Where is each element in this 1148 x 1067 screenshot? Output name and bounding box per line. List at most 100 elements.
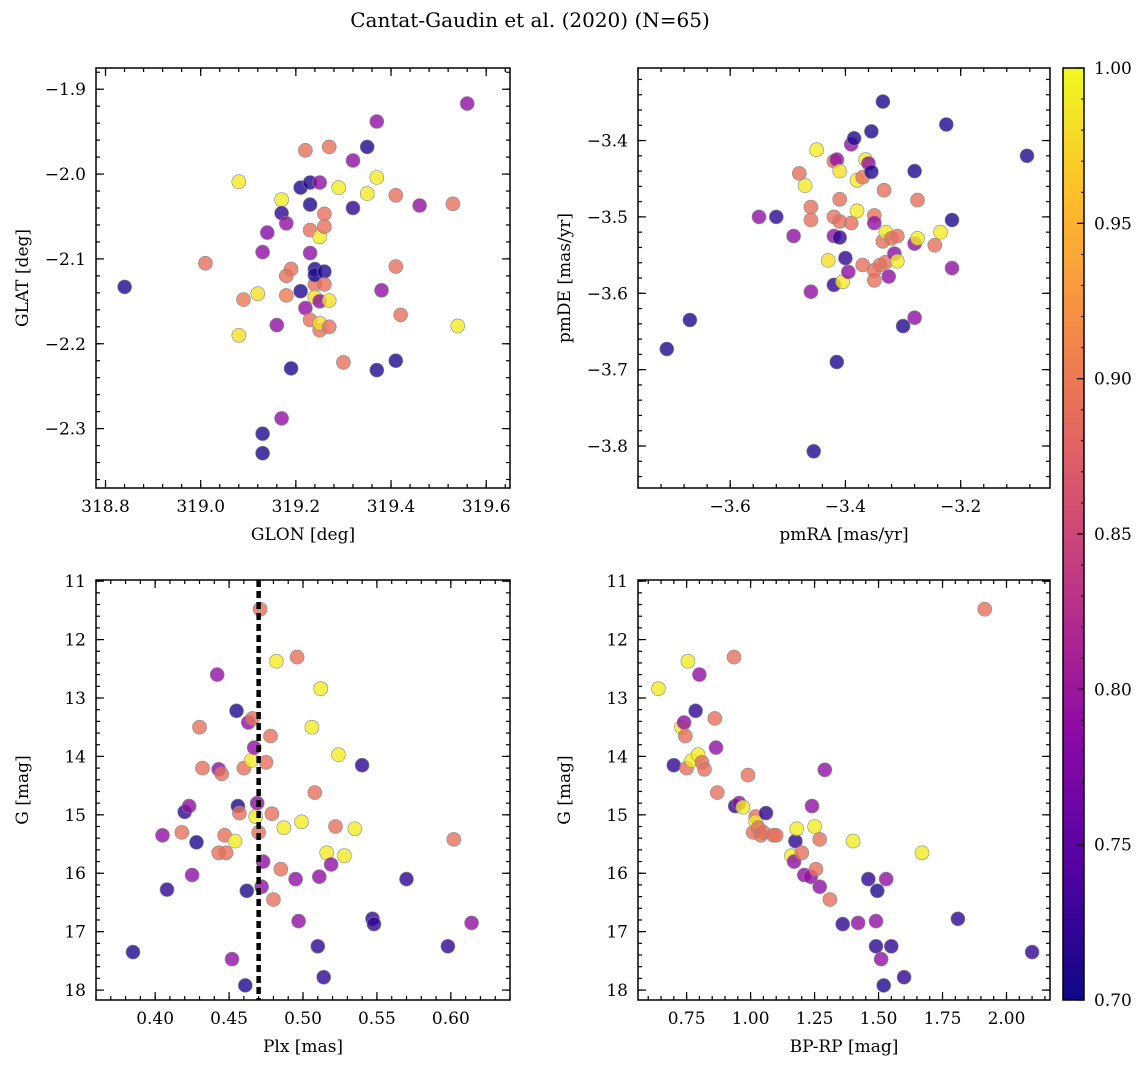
scatter-point (832, 163, 848, 179)
scatter-point (866, 272, 882, 288)
y-tick-label: 14 (606, 747, 628, 767)
y-tick-label: 16 (606, 864, 628, 884)
scatter-point (214, 766, 229, 782)
scatter-point (388, 188, 404, 203)
scatter-point (883, 938, 899, 954)
colorbar: 0.70 0.75 0.80 0.85 0.90 0.95 1.00 (1062, 59, 1132, 1011)
scatter-point (317, 219, 332, 234)
axes-frame (95, 579, 511, 1001)
scatter-point (659, 341, 675, 357)
scatter-point (832, 230, 848, 245)
scatter-point (274, 192, 289, 207)
x-tick-label: 0.40 (136, 1009, 174, 1029)
scatter-point (868, 938, 884, 954)
scatter-point (224, 951, 240, 967)
scatter-point (273, 861, 289, 877)
scatter-point (869, 883, 885, 899)
scatter-point (258, 754, 274, 770)
scatter-point (236, 292, 251, 307)
scatter-point (283, 261, 299, 277)
scatter-point (238, 978, 253, 993)
scatter-point (808, 861, 824, 877)
scatter-point (708, 740, 724, 755)
scatter-point (688, 703, 703, 719)
scatter-point (227, 833, 243, 849)
scatter-point (944, 212, 960, 228)
scatter-point (817, 762, 833, 778)
x-tick-label: 319.0 (176, 497, 225, 517)
scatter-point (726, 649, 742, 665)
scatter-point (192, 719, 207, 735)
scatter-point (266, 892, 281, 907)
scatter-point (304, 719, 320, 735)
y-tick-label: 12 (64, 631, 86, 651)
figure-title: Cantat-Gaudin et al. (2020) (N=65) (350, 8, 710, 32)
scatter-point (293, 283, 308, 299)
scatter-point (345, 153, 361, 168)
y-axis-label: G [mag] (13, 755, 33, 824)
scatter-point (250, 286, 266, 302)
scatter-point (707, 711, 723, 726)
scatter-point (316, 969, 332, 985)
y-tick-label: −3.4 (587, 132, 628, 152)
x-axis-label: Plx [mas] (263, 1037, 343, 1057)
scatter-point (307, 785, 323, 800)
y-tick-label: −3.8 (587, 437, 628, 457)
x-axis-label: GLON [deg] (251, 525, 355, 545)
scatter-point (450, 318, 466, 334)
scatter-point (910, 231, 925, 246)
scatter-point (464, 915, 479, 931)
scatter-point (896, 969, 912, 985)
x-tick-label: 0.75 (668, 1009, 706, 1029)
subplot-pm: −3.6 −3.4 −3.2 −3.4 −3.5 −3.6 −3.7 −3.8 pmRA [ma… (555, 67, 1051, 545)
x-axis-label: BP-RP [mag] (790, 1037, 899, 1057)
markers-sky (117, 96, 475, 461)
scatter-point (302, 245, 318, 261)
scatter-point (868, 913, 884, 929)
y-tick-label: 11 (606, 572, 628, 592)
y-tick-label: −2.2 (45, 335, 86, 355)
y-tick-label: −3.7 (587, 361, 628, 381)
scatter-point (876, 978, 892, 993)
colorbar-tick-label: 0.75 (1094, 836, 1132, 856)
scatter-point (907, 163, 922, 179)
scatter-point (359, 139, 375, 155)
scatter-point (232, 805, 247, 821)
subplot-cmd: 0.75 1.00 1.25 1.50 1.75 2.00 11 12 13 14 15 16 17 18… (555, 572, 1051, 1057)
x-tick-label: 1.50 (860, 1009, 898, 1029)
scatter-point (440, 938, 456, 954)
scatter-point (278, 288, 294, 303)
scatter-point (878, 871, 894, 887)
scatter-point (768, 827, 784, 843)
scatter-point (289, 649, 305, 665)
scatter-point (682, 312, 698, 328)
scatter-point (876, 182, 892, 198)
y-axis-label: G [mag] (555, 755, 575, 824)
scatter-point (709, 785, 725, 800)
scatter-point (388, 259, 404, 274)
scatter-point (184, 867, 200, 883)
scatter-point (313, 681, 329, 697)
scatter-point (159, 882, 175, 897)
y-tick-label: 18 (64, 981, 86, 1001)
x-tick-label: 0.45 (210, 1009, 248, 1029)
markers-cmd_plx (125, 601, 479, 993)
scatter-point (843, 215, 859, 231)
x-tick-label: 0.50 (284, 1009, 322, 1029)
scatter-point (846, 131, 862, 146)
y-tick-label: −3.5 (587, 208, 628, 228)
scatter-point (832, 192, 848, 207)
scatter-point (803, 284, 819, 300)
scatter-point (786, 228, 801, 244)
scatter-point (873, 951, 889, 967)
x-tick-label: 0.60 (432, 1009, 470, 1029)
scatter-point (835, 916, 851, 932)
scatter-point (845, 833, 861, 849)
scatter-point (895, 318, 911, 334)
scatter-point (229, 703, 244, 719)
y-tick-label: 15 (606, 806, 628, 826)
axes-frame (637, 579, 1051, 1001)
x-tick-label: 1.00 (732, 1009, 770, 1029)
x-tick-label: 319.2 (272, 497, 321, 517)
x-tick-label: 318.8 (81, 497, 130, 517)
